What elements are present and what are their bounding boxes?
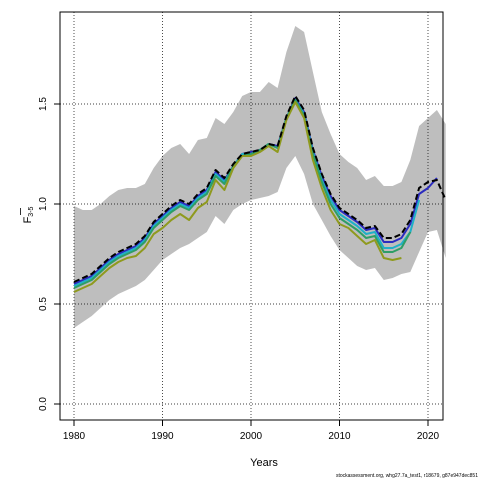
y-tick-label: 1.5: [38, 97, 49, 111]
y-axis-title-sub: 3-5: [28, 206, 35, 216]
x-tick-label: 1980: [63, 431, 86, 442]
x-tick-label: 1990: [151, 431, 174, 442]
y-tick-label: 0.5: [38, 297, 49, 311]
y-axis-title: F3-5: [22, 206, 35, 223]
series-line-dashed: [73, 95, 447, 283]
series-line: [73, 101, 402, 293]
x-axis-title: Years: [250, 457, 278, 469]
x-tick-label: 2000: [240, 431, 263, 442]
y-tick-label: 1.0: [38, 197, 49, 211]
x-tick-label: 2010: [328, 431, 351, 442]
y-tick-label: 0.0: [38, 397, 49, 411]
x-tick-label: 2020: [417, 431, 440, 442]
footer-text: stockassessment.org, whg27.7a_test1, r18…: [336, 473, 478, 479]
confidence-band: [74, 26, 446, 328]
y-axis-title-main: F: [22, 216, 34, 223]
